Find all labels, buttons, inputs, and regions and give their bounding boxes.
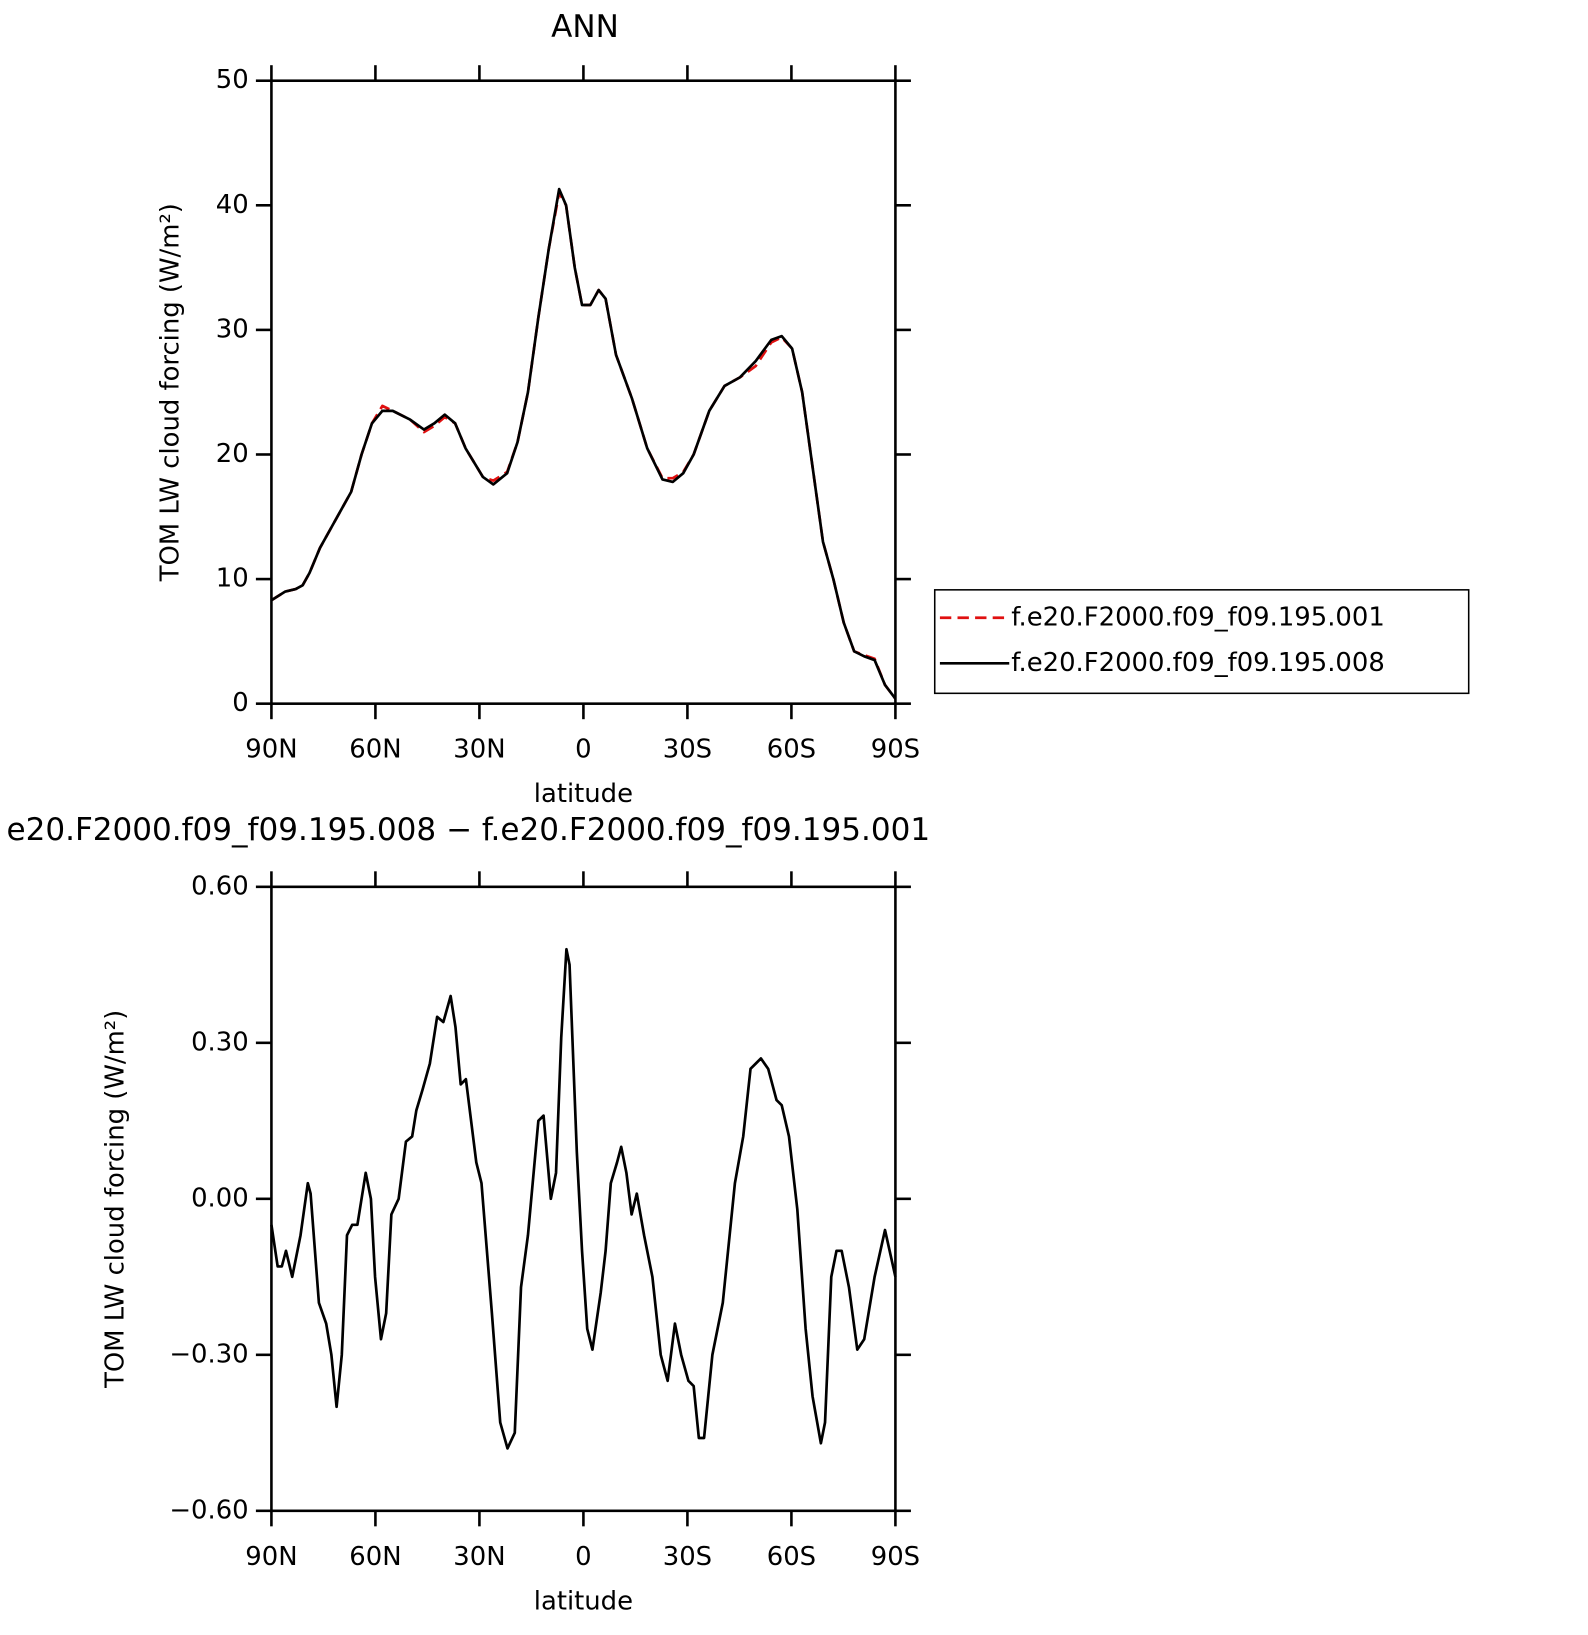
y-tick-label: 40 <box>216 190 249 220</box>
y-tick-label: 0.60 <box>191 871 249 901</box>
y-tick-label: 0 <box>232 688 248 718</box>
y-tick-label: 30 <box>216 314 249 344</box>
x-tick-label: 30N <box>453 735 505 765</box>
data-line <box>270 187 897 700</box>
y-axis-label: TOM LW cloud forcing (W/m²) <box>101 1010 131 1389</box>
chart-title: ANN <box>551 9 619 45</box>
x-tick-label: 60S <box>767 1542 816 1572</box>
plot-frame <box>270 885 897 1513</box>
legend-label: f.e20.F2000.f09_f09.195.001 <box>1011 602 1384 632</box>
x-tick-label: 90N <box>245 735 297 765</box>
x-tick-label: 0 <box>575 1542 591 1572</box>
y-tick-label: 10 <box>216 564 249 594</box>
data-line <box>270 947 897 1450</box>
y-tick-label: −0.30 <box>169 1339 248 1369</box>
plot-frame <box>270 79 897 705</box>
legend-label: f.e20.F2000.f09_f09.195.008 <box>1011 648 1384 678</box>
y-tick-label: 0.00 <box>191 1183 249 1213</box>
y-axis-label: TOM LW cloud forcing (W/m²) <box>156 203 186 582</box>
x-tick-label: 90S <box>871 1542 920 1572</box>
x-tick-label: 60S <box>767 735 816 765</box>
legend-box <box>933 589 1470 695</box>
x-axis-label: latitude <box>534 1586 633 1616</box>
y-tick-label: 20 <box>216 439 249 469</box>
chart-title: e20.F2000.f09_f09.195.008 − f.e20.F2000.… <box>7 812 931 848</box>
x-tick-label: 30S <box>663 1542 712 1572</box>
x-tick-label: 0 <box>575 735 591 765</box>
x-tick-label: 60N <box>349 1542 401 1572</box>
y-tick-label: −0.60 <box>169 1495 248 1525</box>
y-tick-label: 50 <box>216 65 249 95</box>
x-axis-label: latitude <box>534 779 633 809</box>
x-tick-label: 60N <box>349 735 401 765</box>
x-tick-label: 90N <box>245 1542 297 1572</box>
x-tick-label: 30S <box>663 735 712 765</box>
y-tick-label: 0.30 <box>191 1027 249 1057</box>
x-tick-label: 30N <box>453 1542 505 1572</box>
x-tick-label: 90S <box>871 735 920 765</box>
